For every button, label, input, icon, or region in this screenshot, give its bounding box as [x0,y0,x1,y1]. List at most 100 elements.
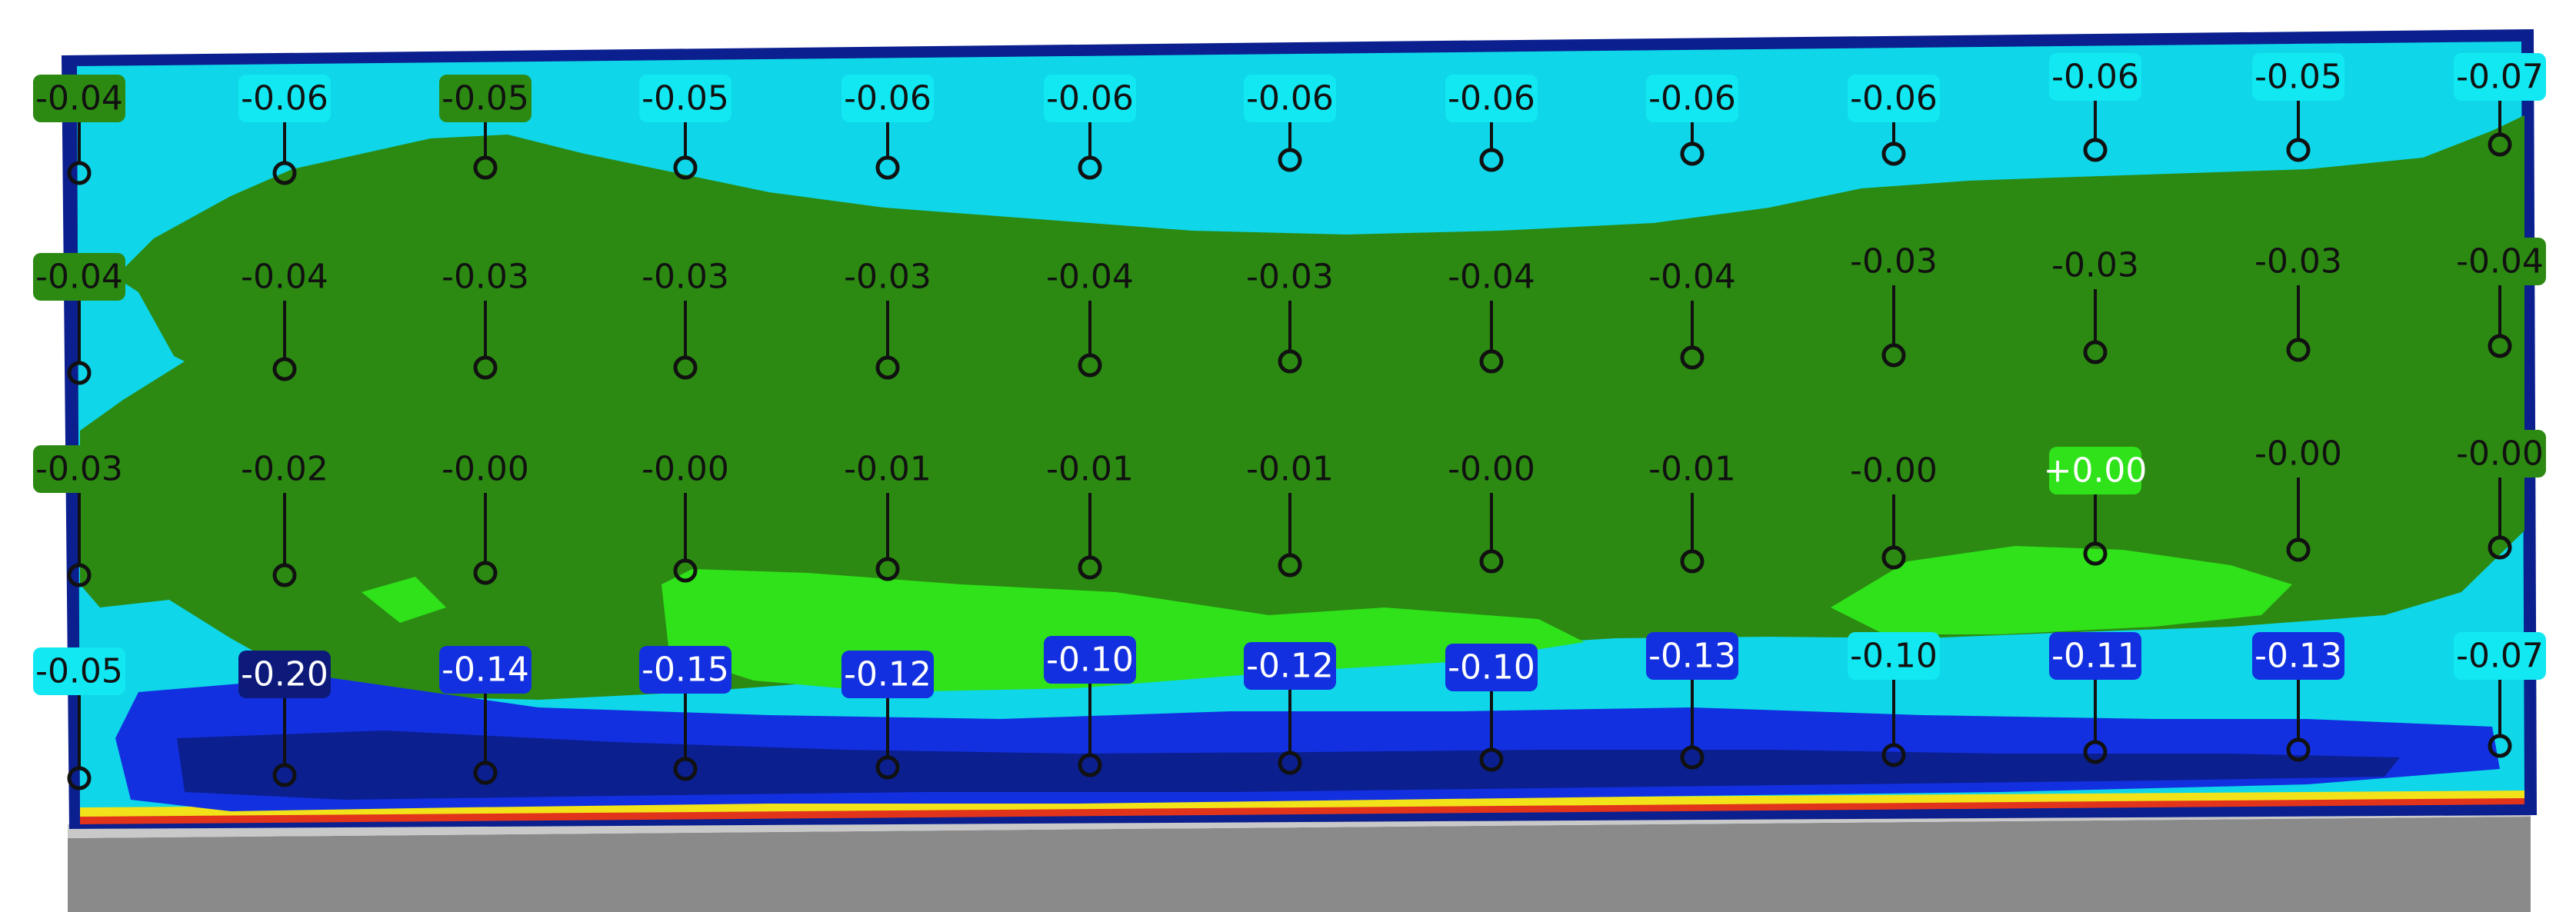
probe-value-label: -0.06 [1850,79,1938,118]
probe-point: -0.13 [2252,632,2344,762]
probe-tag [841,75,934,122]
probe-value-label: -0.00 [2456,434,2544,474]
probe-point: -0.03 [439,253,532,380]
probe-point: -0.06 [238,75,331,185]
probe-marker [1479,349,1504,374]
probe-tag [2252,632,2344,680]
probe-value-label: -0.05 [642,79,729,118]
probe-point: -0.07 [2454,53,2546,157]
probe-tag [1044,636,1136,684]
probe-tag [2252,238,2344,285]
probe-value-label: -0.00 [2254,434,2342,474]
probe-point: -0.02 [238,445,331,587]
probe-marker [67,766,92,791]
probe-value-label: -0.01 [1046,450,1134,489]
probe-value-label: -0.14 [442,651,529,690]
probe-marker [2488,334,2512,358]
probe-value-label: -0.05 [35,652,123,691]
probe-tag [439,646,532,694]
probe-value-label: -0.10 [1448,648,1535,687]
probe-marker [2083,138,2108,162]
probe-point: -0.06 [1646,75,1738,166]
probe-value-label: -0.03 [2051,246,2139,285]
probe-point: -0.00 [1848,447,1940,570]
probe-tag [1445,644,1538,691]
probe-marker [67,361,92,385]
probe-value-label: -0.05 [2254,58,2342,97]
probe-point: -0.10 [1044,636,1136,777]
probe-point: -0.11 [2049,632,2141,764]
probe-point: -0.10 [1848,632,1940,767]
probe-marker [1078,155,1102,180]
probe-point: -0.00 [639,445,731,583]
probe-tag [841,253,934,301]
probe-marker [473,155,498,180]
probe-point: -0.06 [841,75,934,180]
navy-core [177,731,2400,800]
probe-tag [1646,253,1738,301]
probe-marker [1278,553,1302,577]
probe-point: -0.06 [1445,75,1538,172]
probe-marker [1078,353,1102,378]
probe-point: -0.06 [1244,75,1336,172]
probe-tag [2252,53,2344,101]
probe-point: -0.01 [1044,445,1136,580]
probe-marker [2083,340,2108,364]
probe-point: -0.05 [639,75,731,180]
probe-point: -0.03 [1244,253,1336,374]
probe-marker [67,563,92,587]
probe-value-label: -0.03 [35,450,123,489]
probe-marker [1078,753,1102,777]
probe-value-label: -0.04 [1448,258,1535,297]
probe-point: -0.20 [238,651,331,787]
probe-tag [1244,445,1336,493]
probe-tag [1848,632,1940,680]
probe-tag [639,445,731,493]
probe-point: -0.04 [33,253,125,385]
probe-point: -0.14 [439,646,532,785]
probe-tag [238,445,331,493]
probe-point: -0.03 [33,445,125,587]
probe-tag [1848,238,1940,285]
probe-value-label: -0.04 [1046,258,1134,297]
probe-marker [2286,338,2311,362]
probe-layer: -0.04 -0.06 -0.05 -0.05 -0.06 -0.06 -0.06 -0.06… [33,53,2546,791]
probe-value-label: -0.10 [1046,641,1134,680]
probe-marker [272,161,297,185]
probe-marker [1680,745,1705,770]
probe-value-label: -0.07 [2456,637,2544,676]
probe-point: -0.01 [841,445,934,581]
probe-tag [1244,642,1336,690]
probe-marker [272,563,297,587]
probe-tag [2454,53,2546,101]
probe-point: -0.13 [1646,632,1738,770]
probe-value-label: -0.00 [442,450,529,489]
probe-point: -0.01 [1244,445,1336,577]
probe-point: -0.03 [639,253,731,380]
probe-marker [1078,555,1102,580]
probe-value-label: -0.15 [642,651,729,690]
probe-marker [2083,740,2108,764]
probe-value-label: -0.05 [442,79,529,118]
probe-marker [1680,549,1705,574]
probe-marker [1881,141,1906,166]
probe-marker [1278,751,1302,775]
base-ledge [68,817,2531,912]
probe-value-label: -0.00 [642,450,729,489]
probe-point: -0.03 [2049,241,2141,364]
probe-marker [1881,743,1906,767]
probe-point: -0.12 [1244,642,1336,775]
probe-point: -0.03 [1848,238,1940,368]
probe-marker [875,557,900,581]
probe-value-label: -0.00 [1850,451,1938,491]
probe-marker [2286,538,2311,562]
probe-marker [2083,541,2108,566]
probe-tag [2049,241,2141,289]
probe-tag [1445,445,1538,493]
probe-point: -0.05 [439,75,532,180]
probe-marker [473,355,498,380]
probe-value-label: -0.01 [844,450,931,489]
probe-value-label: -0.06 [844,79,931,118]
probe-tag [1244,253,1336,301]
probe-value-label: -0.06 [1246,79,1334,118]
